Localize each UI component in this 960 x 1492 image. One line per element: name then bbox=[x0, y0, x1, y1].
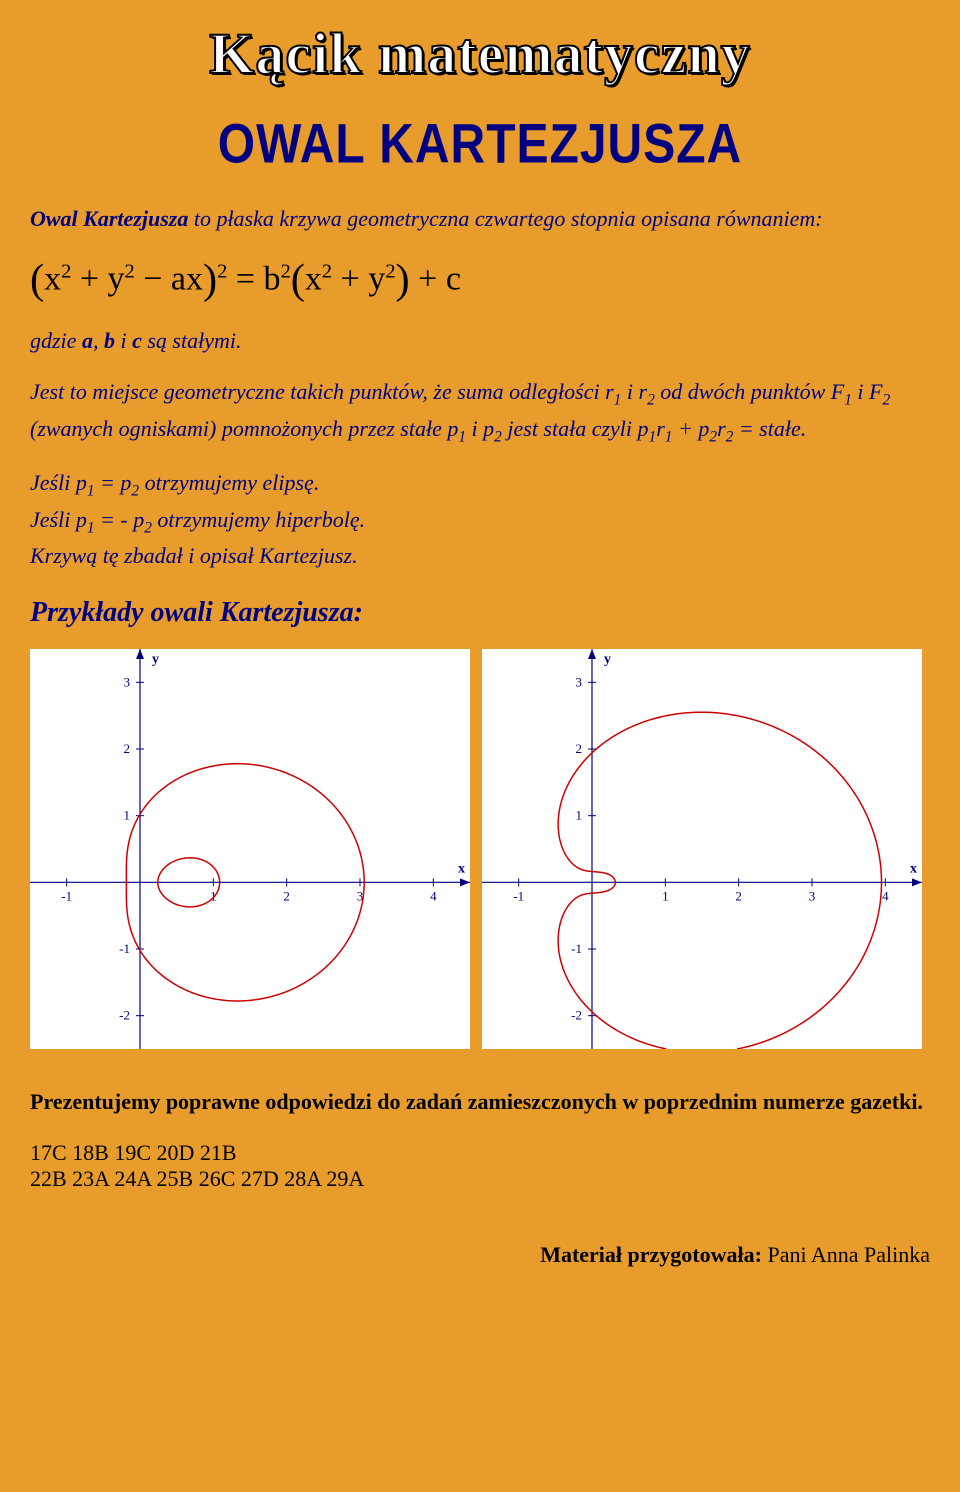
svg-text:-1: -1 bbox=[513, 888, 524, 903]
banner: Kącik matematyczny bbox=[30, 20, 930, 87]
svg-text:1: 1 bbox=[576, 808, 583, 823]
svg-text:-2: -2 bbox=[119, 1008, 130, 1023]
banner-text: Kącik matematyczny bbox=[209, 21, 750, 86]
footer-name: Pani Anna Palinka bbox=[767, 1242, 930, 1267]
svg-text:-1: -1 bbox=[61, 888, 72, 903]
footer-label: Materiał przygotowała: bbox=[540, 1242, 767, 1267]
intro-lead: Owal Kartezjusza bbox=[30, 206, 188, 231]
svg-text:x: x bbox=[910, 861, 917, 876]
svg-text:3: 3 bbox=[809, 888, 816, 903]
paragraph-3: Jeśli p1 = p2 otrzymujemy elipsę.Jeśli p… bbox=[30, 466, 930, 572]
intro-rest: to płaska krzywa geometryczna czwartego … bbox=[188, 206, 822, 231]
svg-text:2: 2 bbox=[283, 888, 290, 903]
paragraph-2: Jest to miejsce geometryczne takich punk… bbox=[30, 375, 930, 448]
chart-2: -1 1 2 3 4 -2 -1 1 2 3 x y bbox=[482, 649, 922, 1049]
svg-text:3: 3 bbox=[576, 674, 583, 689]
answers-line-1: 17C 18B 19C 20D 21B bbox=[30, 1140, 930, 1166]
svg-text:-1: -1 bbox=[119, 941, 130, 956]
svg-text:2: 2 bbox=[735, 888, 742, 903]
svg-text:x: x bbox=[458, 861, 465, 876]
svg-text:y: y bbox=[604, 652, 611, 667]
svg-text:1: 1 bbox=[124, 808, 131, 823]
svg-text:1: 1 bbox=[662, 888, 669, 903]
page-title: OWAL KARTEZJUSZA bbox=[30, 113, 930, 176]
svg-text:-2: -2 bbox=[571, 1008, 582, 1023]
equation: (x2 + y2 − ax)2 = b2(x2 + y2) + c bbox=[30, 255, 930, 304]
answers-block: 17C 18B 19C 20D 21B 22B 23A 24A 25B 26C … bbox=[30, 1140, 930, 1192]
answers-intro: Prezentujemy poprawne odpowiedzi do zada… bbox=[30, 1089, 930, 1115]
answers-line-2: 22B 23A 24A 25B 26C 27D 28A 29A bbox=[30, 1166, 930, 1192]
svg-text:4: 4 bbox=[882, 888, 889, 903]
intro-paragraph: Owal Kartezjusza to płaska krzywa geomet… bbox=[30, 202, 930, 235]
charts-row: -1 1 2 3 4 -2 -1 1 2 3 x y -1 1 2 3 4 -2 -1 1 2 3 x y bbox=[30, 649, 930, 1049]
where-line: gdzie a, b i c są stałymi. bbox=[30, 324, 930, 357]
svg-text:y: y bbox=[152, 652, 159, 667]
svg-text:-1: -1 bbox=[571, 941, 582, 956]
svg-text:3: 3 bbox=[124, 674, 131, 689]
examples-heading: Przykłady owali Kartezjusza: bbox=[30, 597, 930, 629]
svg-text:2: 2 bbox=[576, 741, 583, 756]
svg-text:4: 4 bbox=[430, 888, 437, 903]
footer: Materiał przygotowała: Pani Anna Palinka bbox=[30, 1242, 930, 1268]
chart-1: -11234-2-1123xy bbox=[30, 649, 470, 1049]
svg-text:2: 2 bbox=[124, 741, 131, 756]
